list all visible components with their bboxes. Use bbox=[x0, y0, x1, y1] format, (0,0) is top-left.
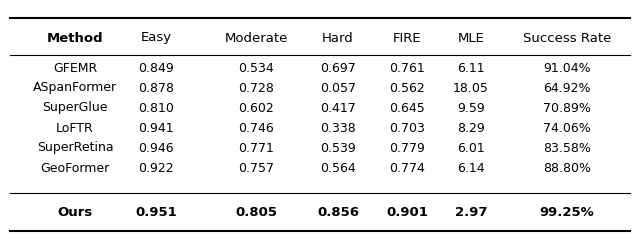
Text: 0.771: 0.771 bbox=[238, 142, 274, 154]
Text: 8.29: 8.29 bbox=[457, 122, 485, 134]
Text: 0.602: 0.602 bbox=[238, 101, 274, 114]
Text: GFEMR: GFEMR bbox=[53, 61, 97, 74]
Text: 0.779: 0.779 bbox=[389, 142, 425, 154]
Text: 0.417: 0.417 bbox=[320, 101, 356, 114]
Text: 18.05: 18.05 bbox=[453, 81, 489, 94]
Text: 0.757: 0.757 bbox=[238, 162, 274, 174]
Text: 88.80%: 88.80% bbox=[543, 162, 591, 174]
Text: 6.14: 6.14 bbox=[457, 162, 485, 174]
Text: 0.645: 0.645 bbox=[389, 101, 425, 114]
Text: Easy: Easy bbox=[140, 31, 172, 45]
Text: 0.746: 0.746 bbox=[238, 122, 274, 134]
Text: 0.856: 0.856 bbox=[317, 207, 359, 219]
Text: 0.562: 0.562 bbox=[389, 81, 425, 94]
Text: Success Rate: Success Rate bbox=[523, 31, 611, 45]
Text: 0.761: 0.761 bbox=[389, 61, 425, 74]
Text: 0.922: 0.922 bbox=[138, 162, 174, 174]
Text: FIRE: FIRE bbox=[393, 31, 421, 45]
Text: 83.58%: 83.58% bbox=[543, 142, 591, 154]
Text: 74.06%: 74.06% bbox=[543, 122, 591, 134]
Text: 0.534: 0.534 bbox=[238, 61, 274, 74]
Text: 0.805: 0.805 bbox=[235, 207, 277, 219]
Text: 0.539: 0.539 bbox=[320, 142, 356, 154]
Text: 6.01: 6.01 bbox=[457, 142, 485, 154]
Text: 0.951: 0.951 bbox=[135, 207, 177, 219]
Text: 64.92%: 64.92% bbox=[543, 81, 591, 94]
Text: LoFTR: LoFTR bbox=[56, 122, 94, 134]
Text: 0.810: 0.810 bbox=[138, 101, 174, 114]
Text: Ours: Ours bbox=[58, 207, 93, 219]
Text: Moderate: Moderate bbox=[224, 31, 288, 45]
Text: 0.946: 0.946 bbox=[138, 142, 174, 154]
Text: 0.901: 0.901 bbox=[386, 207, 428, 219]
Text: 0.057: 0.057 bbox=[320, 81, 356, 94]
Text: 0.338: 0.338 bbox=[320, 122, 356, 134]
Text: 9.59: 9.59 bbox=[457, 101, 485, 114]
Text: 0.849: 0.849 bbox=[138, 61, 174, 74]
Text: 91.04%: 91.04% bbox=[543, 61, 591, 74]
Text: 0.564: 0.564 bbox=[320, 162, 356, 174]
Text: 0.774: 0.774 bbox=[389, 162, 425, 174]
Text: ASpanFormer: ASpanFormer bbox=[33, 81, 117, 94]
Text: 0.697: 0.697 bbox=[320, 61, 356, 74]
Text: 2.97: 2.97 bbox=[455, 207, 487, 219]
Text: MLE: MLE bbox=[458, 31, 484, 45]
Text: Method: Method bbox=[47, 31, 103, 45]
Text: GeoFormer: GeoFormer bbox=[40, 162, 109, 174]
Text: 0.878: 0.878 bbox=[138, 81, 174, 94]
Text: 99.25%: 99.25% bbox=[540, 207, 595, 219]
Text: 0.941: 0.941 bbox=[138, 122, 174, 134]
Text: SuperGlue: SuperGlue bbox=[42, 101, 108, 114]
Text: 70.89%: 70.89% bbox=[543, 101, 591, 114]
Text: SuperRetina: SuperRetina bbox=[36, 142, 113, 154]
Text: Hard: Hard bbox=[322, 31, 354, 45]
Text: 0.728: 0.728 bbox=[238, 81, 274, 94]
Text: 0.703: 0.703 bbox=[389, 122, 425, 134]
Text: 6.11: 6.11 bbox=[457, 61, 485, 74]
